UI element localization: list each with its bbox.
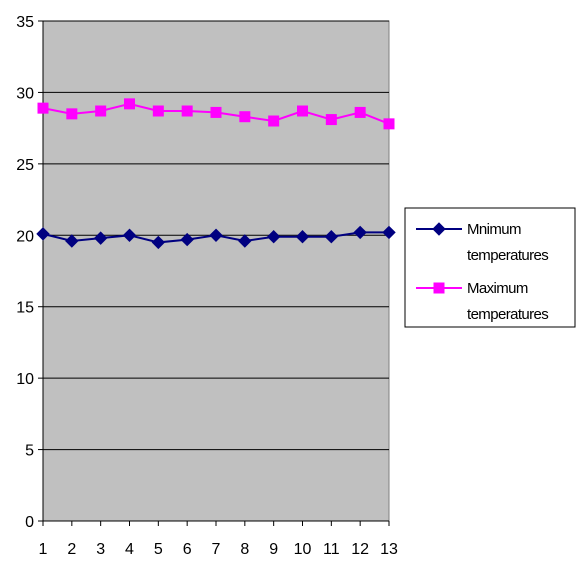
data-point [382,225,396,240]
legend-label: temperatures [467,306,548,323]
y-tick-label: 15 [16,300,34,317]
data-point [295,230,310,244]
x-tick-label: 6 [183,541,192,558]
data-point [239,111,251,123]
legend: Mnimum temperatures Maximum temperatures [404,207,576,328]
data-point [297,105,308,117]
y-tick-label: 30 [16,85,34,102]
x-tick-label: 11 [323,541,340,558]
data-point [209,228,223,242]
y-tick-label: 10 [16,371,34,388]
data-point [354,106,366,118]
legend-marker [433,282,445,294]
series-group [36,98,396,250]
data-point [353,225,367,240]
data-point [66,108,78,120]
data-point [151,235,166,250]
y-tick-label: 35 [16,14,34,31]
legend-box [404,207,576,328]
y-tick-label: 25 [16,157,34,174]
data-point [181,105,193,117]
x-tick-label: 3 [96,541,105,558]
data-point [152,105,164,117]
x-tick-label: 10 [294,541,312,558]
data-point [266,230,281,244]
x-tick-label: 7 [212,541,221,558]
plot-area [42,20,390,522]
y-tick-label: 5 [25,443,34,460]
data-point [268,115,280,127]
x-tick-label: 13 [380,541,398,558]
x-tick-label: 9 [269,541,278,558]
x-tick-label: 2 [67,541,76,558]
x-tick-label: 4 [125,541,134,558]
legend-label: Mnimum [467,221,521,238]
data-point [180,232,194,247]
data-point [122,228,137,242]
legend-label: temperatures [467,247,548,264]
x-axis-ticks: 1 2 3 4 5 6 7 8 9 10 11 12 13 [39,521,398,558]
data-point [36,227,50,241]
y-tick-label: 0 [25,514,34,531]
data-point [238,234,252,248]
series-maximum [37,98,395,130]
data-point [124,98,135,110]
data-point [37,102,49,114]
data-point [95,105,107,117]
series-minimum [36,225,396,250]
legend-marker [432,222,446,236]
data-point [324,230,339,244]
y-axis-ticks: 0 5 10 15 20 25 30 35 [16,14,43,531]
x-tick-label: 5 [154,541,163,558]
data-point [325,114,337,126]
data-point [210,106,222,118]
x-tick-label: 12 [351,541,369,558]
data-point [65,234,79,248]
x-tick-label: 8 [240,541,249,558]
x-tick-label: 1 [39,541,48,558]
y-tick-label: 20 [16,228,34,245]
data-point [383,118,395,130]
data-point [93,231,108,245]
legend-label: Maximum [467,280,528,297]
